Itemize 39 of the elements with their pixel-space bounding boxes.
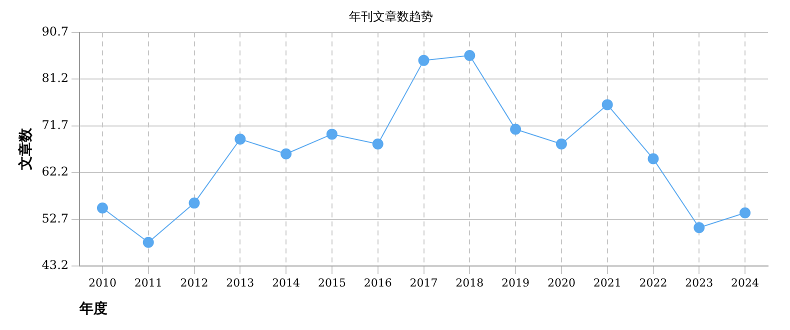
x-tick-label: 2022 [639,276,668,290]
point [648,153,659,164]
y-tick-label: 81.2 [42,71,69,86]
x-tick-label: 2023 [685,276,714,290]
point [326,128,338,140]
y-tick-label: 43.2 [42,258,69,272]
y-tick-label: 52.7 [42,211,69,226]
x-tick-label: 2010 [88,276,116,290]
point [142,236,154,248]
point [464,50,476,62]
x-tick-label: 2021 [593,276,622,290]
x-tick-label: 2011 [134,276,162,290]
y-axis-title: 文章数 [17,127,34,172]
y-tick-label: 62.2 [42,164,69,179]
x-tick-label: 2018 [456,276,484,290]
point [234,134,246,145]
x-tick-label: 2020 [547,276,576,290]
x-tick-label: 2017 [410,276,438,290]
y-tick-label: 71.7 [42,118,69,132]
x-axis-title: 年度 [78,300,108,318]
point [740,207,751,218]
x-tick-label: 2024 [731,276,760,290]
x-tick-label: 2015 [318,276,346,290]
point [556,138,567,150]
point [188,198,200,209]
point [418,54,430,66]
x-tick-label: 2019 [502,276,530,290]
chart-title: 年刊文章数趋势 [349,9,433,24]
point [602,99,613,110]
x-tick-label: 2014 [272,276,300,290]
point [96,202,108,214]
y-tick-label: 90.7 [42,24,69,39]
point [372,138,384,150]
x-tick-label: 2016 [364,276,392,290]
point [280,148,292,160]
point [694,222,705,234]
x-tick-label: 2013 [226,276,254,290]
point [510,124,522,135]
x-tick-label: 2012 [180,276,208,290]
